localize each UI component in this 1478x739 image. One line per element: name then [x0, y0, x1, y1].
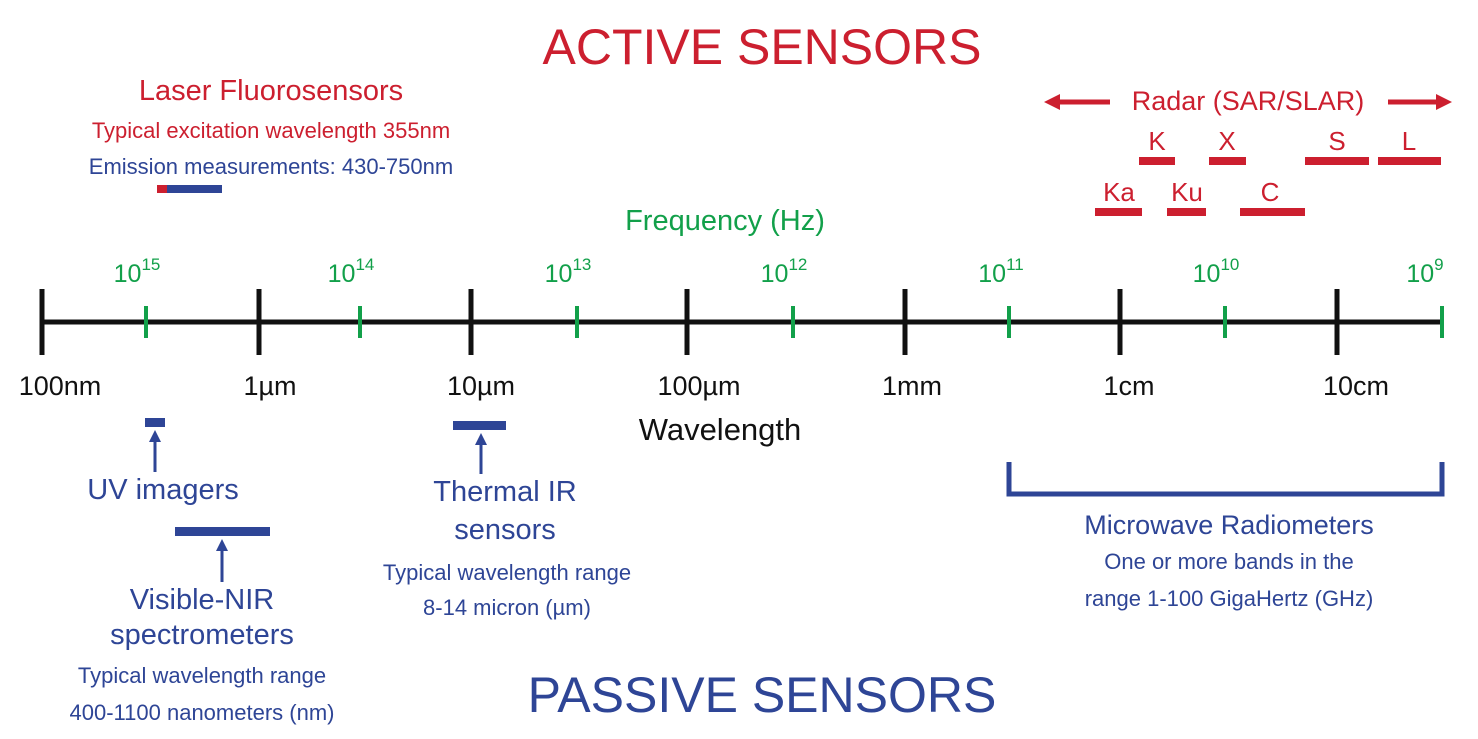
visible-nir-bar: [175, 527, 270, 536]
wavelength-label-10um: 10µm: [447, 371, 515, 401]
wavelength-label-100nm: 100nm: [19, 371, 102, 401]
wavelength-label-1mm: 1mm: [882, 371, 942, 401]
thermal-ir-range: 8-14 micron (µm): [423, 595, 591, 620]
passive-sensors-title: PASSIVE SENSORS: [528, 667, 997, 723]
visible-nir-title-line2: spectrometers: [110, 619, 294, 651]
frequency-label-1e15: 1015: [114, 255, 161, 288]
thermal-ir-title-line1: Thermal IR: [433, 476, 576, 508]
visible-nir-range: 400-1100 nanometers (nm): [70, 700, 335, 725]
radar-band-l-label: L: [1402, 126, 1416, 156]
laser-fluorosensors-title: Laser Fluorosensors: [139, 75, 403, 107]
radar-band-x-bar: [1209, 157, 1246, 165]
radar-band-c-label: C: [1261, 177, 1280, 207]
uv-imagers-bar: [145, 418, 165, 427]
thermal-ir-range-label: Typical wavelength range: [383, 560, 631, 585]
active-sensors-title: ACTIVE SENSORS: [543, 19, 982, 75]
microwave-title: Microwave Radiometers: [1084, 510, 1374, 540]
radar-band-s-label: S: [1328, 126, 1345, 156]
microwave-line1: One or more bands in the: [1104, 549, 1353, 574]
frequency-label-1e14: 1014: [328, 255, 375, 288]
laser-excitation-bar: [157, 185, 167, 193]
radar-band-x-label: X: [1218, 126, 1235, 156]
visible-nir-title-line1: Visible-NIR: [130, 584, 275, 616]
thermal-ir-bar: [453, 421, 506, 430]
frequency-label-1e9: 109: [1406, 255, 1443, 288]
wavelength-label-1um: 1µm: [243, 371, 296, 401]
radar-band-ka-bar: [1095, 208, 1142, 216]
radar-band-s-bar: [1305, 157, 1369, 165]
wavelength-label-10cm: 10cm: [1323, 371, 1389, 401]
wavelength-label-1cm: 1cm: [1103, 371, 1154, 401]
radar-band-k-bar: [1139, 157, 1175, 165]
radar-band-l-bar: [1378, 157, 1441, 165]
radar-band-ku-label: Ku: [1171, 177, 1203, 207]
frequency-label-1e11: 1011: [978, 255, 1023, 288]
laser-excitation-text: Typical excitation wavelength 355nm: [92, 118, 450, 143]
wavelength-axis-label: Wavelength: [639, 412, 802, 447]
radar-title: Radar (SAR/SLAR): [1132, 86, 1365, 116]
laser-emission-bar: [167, 185, 222, 193]
frequency-label-1e13: 1013: [545, 255, 592, 288]
visible-nir-range-label: Typical wavelength range: [78, 663, 326, 688]
radar-band-k-label: K: [1148, 126, 1166, 156]
radar-band-ka-label: Ka: [1103, 177, 1135, 207]
radar-band-ku-bar: [1167, 208, 1206, 216]
uv-imagers-label: UV imagers: [87, 474, 239, 506]
thermal-ir-title-line2: sensors: [454, 514, 556, 546]
microwave-bracket: [1006, 462, 1445, 497]
wavelength-label-100um: 100µm: [657, 371, 740, 401]
microwave-line2: range 1-100 GigaHertz (GHz): [1085, 586, 1374, 611]
frequency-axis-label: Frequency (Hz): [625, 205, 825, 237]
laser-emission-text: Emission measurements: 430-750nm: [89, 154, 453, 179]
frequency-label-1e10: 1010: [1193, 255, 1240, 288]
radar-band-c-bar: [1240, 208, 1305, 216]
frequency-label-1e12: 1012: [761, 255, 808, 288]
